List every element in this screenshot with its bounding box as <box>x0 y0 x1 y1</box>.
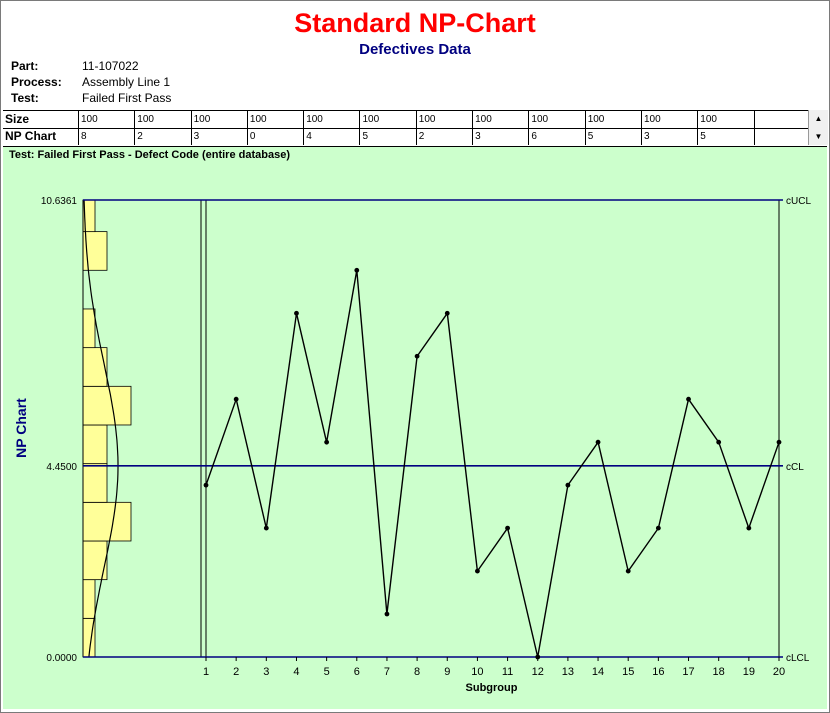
x-tick-label: 5 <box>324 666 330 678</box>
test-description: Test: Failed First Pass - Defect Code (e… <box>9 149 290 161</box>
histogram-bar <box>82 308 96 349</box>
scroll-up-icon[interactable]: ▲ <box>814 114 823 123</box>
size-cell: 100 <box>642 111 699 128</box>
x-axis-label: Subgroup <box>466 682 518 694</box>
data-point <box>746 525 752 531</box>
histogram-bar <box>82 385 132 426</box>
data-point <box>565 482 571 488</box>
x-tick-label: 9 <box>444 666 450 678</box>
x-tick-label: 1 <box>203 666 209 678</box>
plot-area <box>3 146 827 709</box>
part-value: 11-107022 <box>82 59 139 73</box>
control-limit-label: cLCL <box>786 653 810 664</box>
data-point <box>444 310 450 316</box>
size-cell: 100 <box>79 111 136 128</box>
histogram-bar <box>82 540 108 581</box>
data-point <box>595 439 601 445</box>
x-tick-label: 17 <box>682 666 694 678</box>
normal-curve <box>83 199 119 658</box>
size-cell: 100 <box>135 111 192 128</box>
control-limit-label: cUCL <box>786 196 811 207</box>
size-cell: 100 <box>473 111 530 128</box>
x-tick-label: 11 <box>502 666 513 678</box>
data-point <box>203 482 209 488</box>
np-cell: 8 <box>79 128 136 145</box>
x-tick-label: 7 <box>384 666 390 678</box>
histogram-bar <box>82 463 108 503</box>
np-cell: 0 <box>248 128 305 145</box>
x-tick-label: 4 <box>293 666 299 678</box>
x-tick-label: 18 <box>713 666 725 678</box>
np-cell: 2 <box>135 128 192 145</box>
control-limit-label: cCL <box>786 462 804 473</box>
process-value: Assembly Line 1 <box>82 75 171 89</box>
np-cell: 5 <box>698 128 755 145</box>
chart-title: Standard NP-Chart <box>294 8 536 38</box>
scroll-down-icon[interactable]: ▼ <box>814 132 823 141</box>
size-cell: 100 <box>417 111 474 128</box>
size-cell: 100 <box>698 111 755 128</box>
x-tick-label: 14 <box>592 666 604 678</box>
x-tick-label: 16 <box>652 666 664 678</box>
np-cell: 2 <box>417 128 474 145</box>
histogram-bar <box>82 347 108 387</box>
data-point <box>414 353 420 359</box>
size-cell: 100 <box>304 111 361 128</box>
process-label: Process: <box>11 75 62 89</box>
size-cell: 100 <box>248 111 305 128</box>
np-cell: 5 <box>361 128 417 145</box>
data-point <box>233 396 239 402</box>
histogram-bar <box>82 424 108 465</box>
y-tick-label: 4.4500 <box>46 462 77 473</box>
test-label: Test: <box>11 91 39 105</box>
np-cell: 5 <box>586 128 642 145</box>
series-line <box>205 270 780 658</box>
y-tick-label: 0.0000 <box>46 653 77 664</box>
data-point <box>324 439 330 445</box>
row-label-np: NP Chart <box>3 128 79 145</box>
x-tick-label: 15 <box>622 666 634 678</box>
x-tick-label: 20 <box>773 666 785 678</box>
data-point <box>535 654 541 660</box>
x-tick-label: 10 <box>471 666 483 678</box>
row-label-size: Size <box>3 111 79 128</box>
table-scrollbar[interactable]: ▲ ▼ <box>808 110 828 145</box>
data-point <box>263 525 269 531</box>
data-point <box>475 568 480 574</box>
size-cell: 100 <box>586 111 642 128</box>
data-point <box>384 611 390 617</box>
x-tick-label: 19 <box>743 666 755 678</box>
data-point <box>294 310 299 316</box>
x-tick-label: 2 <box>233 666 239 678</box>
test-value: Failed First Pass <box>82 91 172 105</box>
x-tick-label: 3 <box>263 666 269 678</box>
x-tick-label: 13 <box>562 666 574 678</box>
chart-subtitle: Defectives Data <box>359 41 471 58</box>
data-point <box>716 439 722 445</box>
np-cell: 3 <box>192 128 248 145</box>
x-tick-label: 6 <box>354 666 360 678</box>
data-point <box>655 525 661 531</box>
y-axis-label: NP Chart <box>13 398 29 458</box>
data-point <box>686 396 691 402</box>
histogram-bar <box>82 579 96 619</box>
data-point <box>505 525 510 531</box>
np-cell: 3 <box>473 128 530 145</box>
np-cell: 4 <box>304 128 361 145</box>
data-point <box>776 439 782 445</box>
histogram-bar <box>82 501 132 542</box>
table-row-divider <box>3 128 808 129</box>
y-tick-label: 10.6361 <box>41 196 78 207</box>
part-label: Part: <box>11 59 39 73</box>
x-tick-label: 8 <box>414 666 420 678</box>
data-point <box>625 568 631 574</box>
data-point <box>354 267 360 273</box>
np-cell: 6 <box>529 128 586 145</box>
x-tick-label: 12 <box>532 666 544 678</box>
np-cell: 3 <box>642 128 699 145</box>
size-cell: 100 <box>192 111 248 128</box>
size-cell: 100 <box>361 111 417 128</box>
size-cell: 100 <box>529 111 586 128</box>
